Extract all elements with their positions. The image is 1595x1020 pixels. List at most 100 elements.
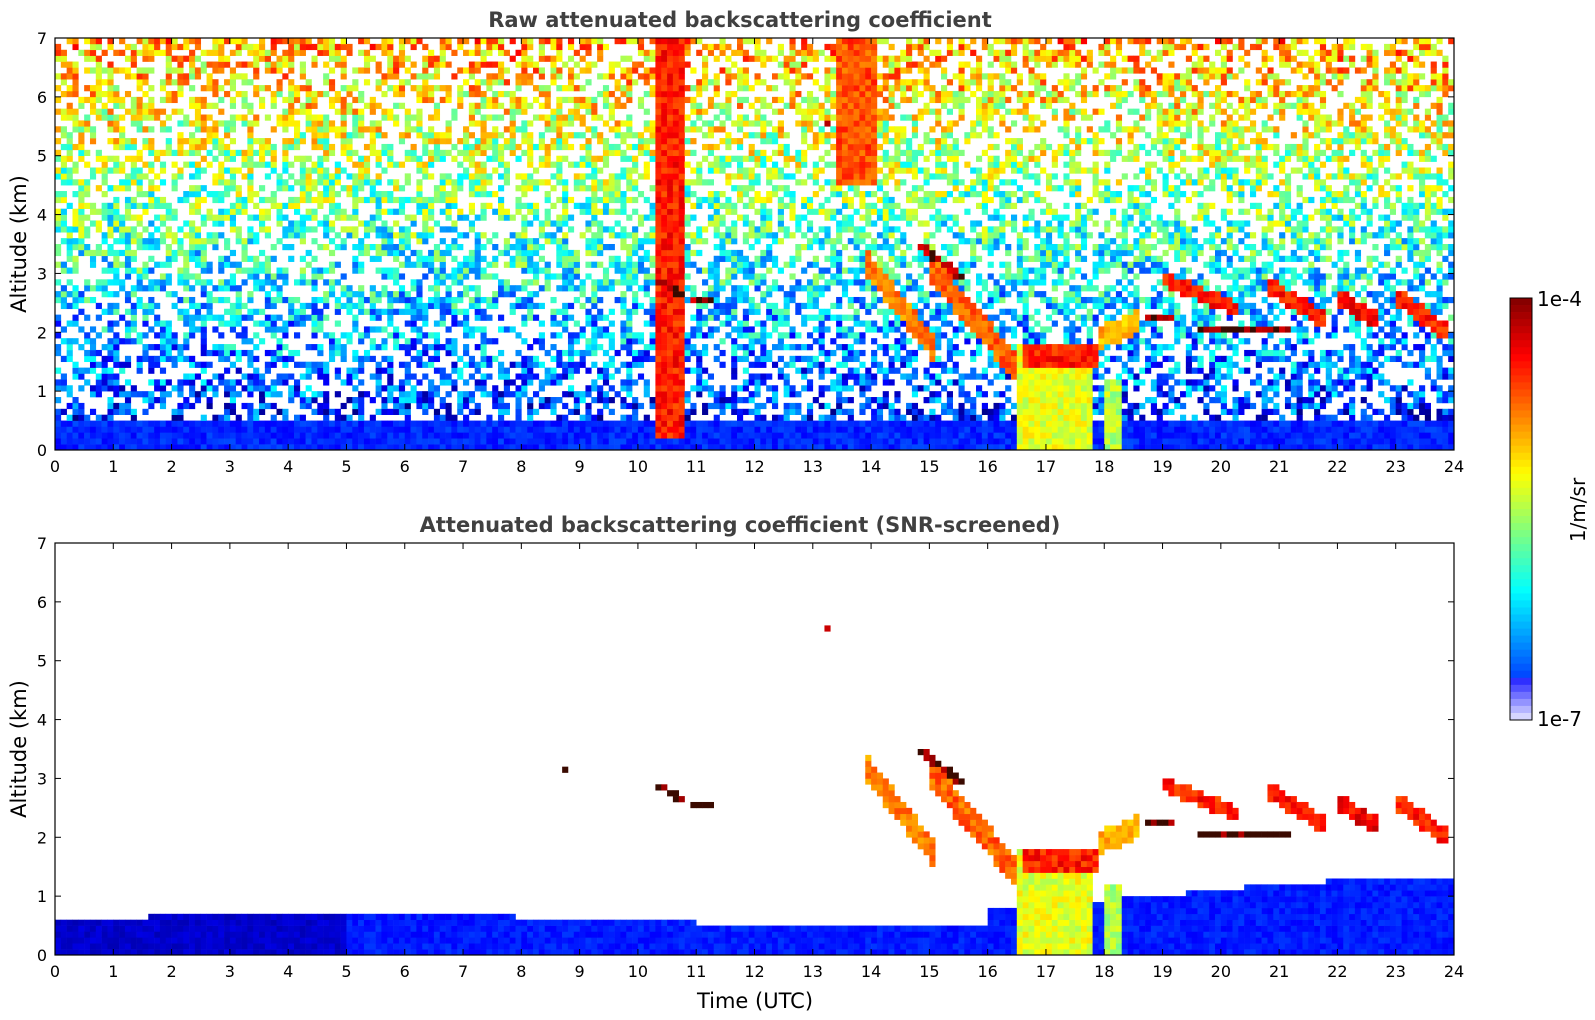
heatmap-cell (194, 279, 202, 286)
heatmap-cell (538, 255, 545, 262)
heatmap-cell (328, 349, 336, 357)
heatmap-cell (218, 214, 225, 221)
heatmap-cell (422, 167, 429, 174)
heatmap-cell (72, 67, 79, 74)
heatmap-cell (492, 38, 499, 45)
heatmap-cell (154, 155, 161, 162)
heatmap-cell (463, 349, 470, 357)
heatmap-cell (474, 285, 481, 292)
heatmap-cell (702, 79, 709, 86)
heatmap-cell (264, 267, 271, 274)
heatmap-cell (142, 302, 149, 310)
heatmap-cell (282, 267, 289, 274)
heatmap-cell (60, 420, 67, 427)
heatmap-cell (404, 397, 411, 404)
heatmap-cell (84, 349, 91, 357)
heatmap-cell (212, 244, 219, 251)
heatmap-cell (235, 349, 242, 357)
heatmap-cell (480, 79, 487, 86)
heatmap-cell (194, 391, 202, 398)
heatmap-cell (259, 402, 266, 410)
heatmap-cell (707, 332, 714, 339)
heatmap-cell (457, 355, 464, 363)
heatmap-cell (422, 344, 429, 351)
heatmap-cell (253, 161, 260, 168)
heatmap-cell (474, 432, 481, 439)
heatmap-cell (194, 261, 202, 268)
heatmap-cell (474, 102, 481, 109)
heatmap-cell (737, 138, 744, 145)
heatmap-cell (107, 385, 114, 392)
heatmap-cell (672, 196, 680, 204)
heatmap-cell (637, 143, 645, 151)
heatmap-cell (72, 226, 79, 233)
heatmap-cell (229, 302, 237, 310)
heatmap-cell (194, 373, 202, 380)
heatmap-cell (690, 438, 697, 445)
heatmap-cell (124, 308, 132, 315)
heatmap-cell (637, 61, 645, 68)
heatmap-cell (509, 126, 516, 133)
heatmap-cell (130, 167, 137, 174)
heatmap-cell (684, 438, 691, 445)
heatmap-cell (177, 55, 184, 62)
heatmap-cell (84, 149, 91, 157)
heatmap-cell (725, 308, 732, 315)
heatmap-cell (591, 61, 598, 68)
heatmap-cell (591, 220, 598, 227)
heatmap-cell (363, 249, 371, 257)
heatmap-cell (107, 208, 114, 215)
heatmap-cell (614, 267, 621, 274)
heatmap-cell (451, 255, 458, 262)
heatmap-cell (433, 132, 441, 139)
heatmap-cell (130, 320, 137, 327)
heatmap-cell (107, 185, 114, 192)
heatmap-cell (398, 244, 406, 251)
heatmap-cell (124, 108, 132, 115)
heatmap-cell (515, 438, 522, 445)
heatmap-cell (515, 261, 522, 268)
heatmap-cell (294, 426, 301, 433)
heatmap-cell (334, 349, 341, 357)
heatmap-cell (602, 196, 610, 204)
heatmap-cell (672, 338, 680, 345)
heatmap-cell (463, 126, 470, 133)
heatmap-cell (684, 138, 691, 145)
heatmap-cell (200, 391, 207, 398)
heatmap-cell (177, 420, 184, 427)
heatmap-cell (270, 126, 277, 133)
heatmap-cell (60, 214, 67, 221)
heatmap-cell (323, 49, 330, 56)
heatmap-cell (591, 96, 598, 104)
heatmap-cell (101, 379, 108, 386)
heatmap-cell (323, 444, 330, 451)
heatmap-cell (404, 444, 411, 451)
heatmap-cell (532, 179, 540, 186)
heatmap-cell (562, 279, 569, 286)
heatmap-cell (381, 149, 388, 157)
heatmap-cell (107, 432, 114, 439)
heatmap-cell (579, 432, 586, 439)
heatmap-cell (363, 102, 371, 109)
heatmap-cell (55, 291, 62, 298)
heatmap-cell (235, 426, 242, 433)
heatmap-cell (352, 385, 359, 392)
heatmap-cell (369, 308, 376, 315)
heatmap-cell (672, 344, 680, 351)
heatmap-cell (212, 344, 219, 351)
heatmap-cell (72, 402, 79, 410)
heatmap-cell (637, 43, 645, 51)
heatmap-cell (381, 244, 388, 251)
heatmap-cell (667, 126, 674, 133)
heatmap-cell (294, 120, 301, 127)
heatmap-cell (352, 420, 359, 427)
heatmap-cell (66, 173, 73, 180)
heatmap-cell (445, 149, 452, 157)
heatmap-cell (154, 302, 161, 310)
heatmap-cell (591, 108, 598, 115)
heatmap-cell (602, 273, 610, 280)
heatmap-cell (696, 332, 703, 339)
heatmap-cell (480, 361, 487, 368)
heatmap-cell (690, 432, 697, 439)
heatmap-cell (299, 238, 306, 245)
